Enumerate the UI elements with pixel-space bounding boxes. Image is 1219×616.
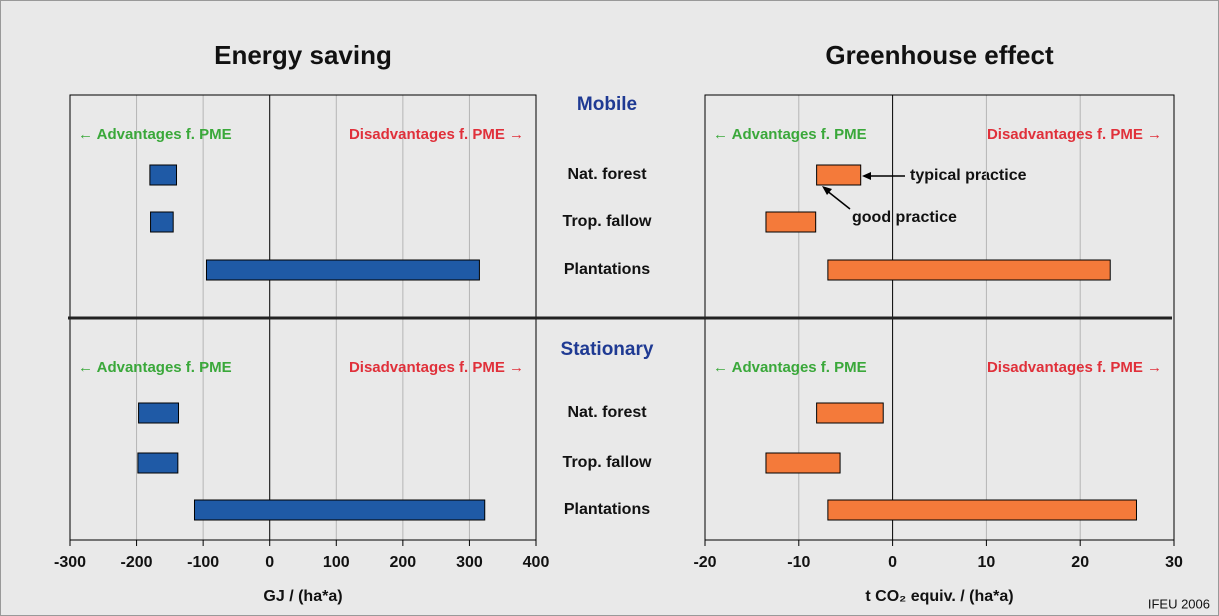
x-tick-label: -200 (121, 554, 153, 571)
disadvantages-label: Disadvantages f. PME → (987, 359, 1162, 376)
annotation: typical practice (910, 167, 1027, 184)
advantages-label: ← Advantages f. PME (78, 359, 232, 376)
bar (827, 499, 1137, 521)
credit: IFEU 2006 (1148, 596, 1210, 611)
chart-title: Greenhouse effect (825, 40, 1054, 70)
x-tick-label: 300 (456, 554, 483, 571)
x-tick-label: -10 (787, 554, 810, 571)
annotation-arrow-head (862, 172, 871, 180)
bar (205, 259, 480, 281)
x-axis-label: t CO₂ equiv. / (ha*a) (865, 588, 1013, 605)
category-label: Nat. forest (567, 404, 647, 421)
x-tick-label: 0 (265, 554, 274, 571)
category-label: Plantations (564, 501, 650, 518)
category-label: Plantations (564, 261, 650, 278)
group-label: Mobile (577, 94, 637, 115)
annotation-arrow-head (822, 186, 832, 195)
x-tick-label: 20 (1071, 554, 1089, 571)
bar (816, 164, 862, 186)
group-label: Stationary (561, 339, 654, 360)
bar (827, 259, 1111, 281)
bar (138, 402, 180, 424)
bar (816, 402, 884, 424)
bar (150, 211, 174, 233)
x-tick-label: 200 (390, 554, 417, 571)
x-tick-label: 0 (888, 554, 897, 571)
category-label: Nat. forest (567, 166, 647, 183)
advantages-label: ← Advantages f. PME (713, 359, 867, 376)
x-tick-label: 100 (323, 554, 350, 571)
bar (765, 452, 841, 474)
chart-title: Energy saving (214, 40, 392, 70)
x-axis-label: GJ / (ha*a) (263, 588, 342, 605)
x-tick-label: -300 (54, 554, 86, 571)
x-tick-label: 10 (978, 554, 996, 571)
disadvantages-label: Disadvantages f. PME → (349, 126, 524, 143)
bar (765, 211, 817, 233)
advantages-label: ← Advantages f. PME (713, 126, 867, 143)
bar (149, 164, 178, 186)
category-label: Trop. fallow (563, 454, 652, 471)
x-tick-label: -100 (187, 554, 219, 571)
disadvantages-label: Disadvantages f. PME → (349, 359, 524, 376)
x-tick-label: 30 (1165, 554, 1183, 571)
advantages-label: ← Advantages f. PME (78, 126, 232, 143)
bar (137, 452, 179, 474)
annotation: good practice (852, 209, 957, 226)
disadvantages-label: Disadvantages f. PME → (987, 126, 1162, 143)
x-tick-label: -20 (693, 554, 716, 571)
bar (193, 499, 486, 521)
category-label: Trop. fallow (563, 213, 652, 230)
annotation-arrow (825, 189, 851, 210)
x-tick-label: 400 (523, 554, 550, 571)
